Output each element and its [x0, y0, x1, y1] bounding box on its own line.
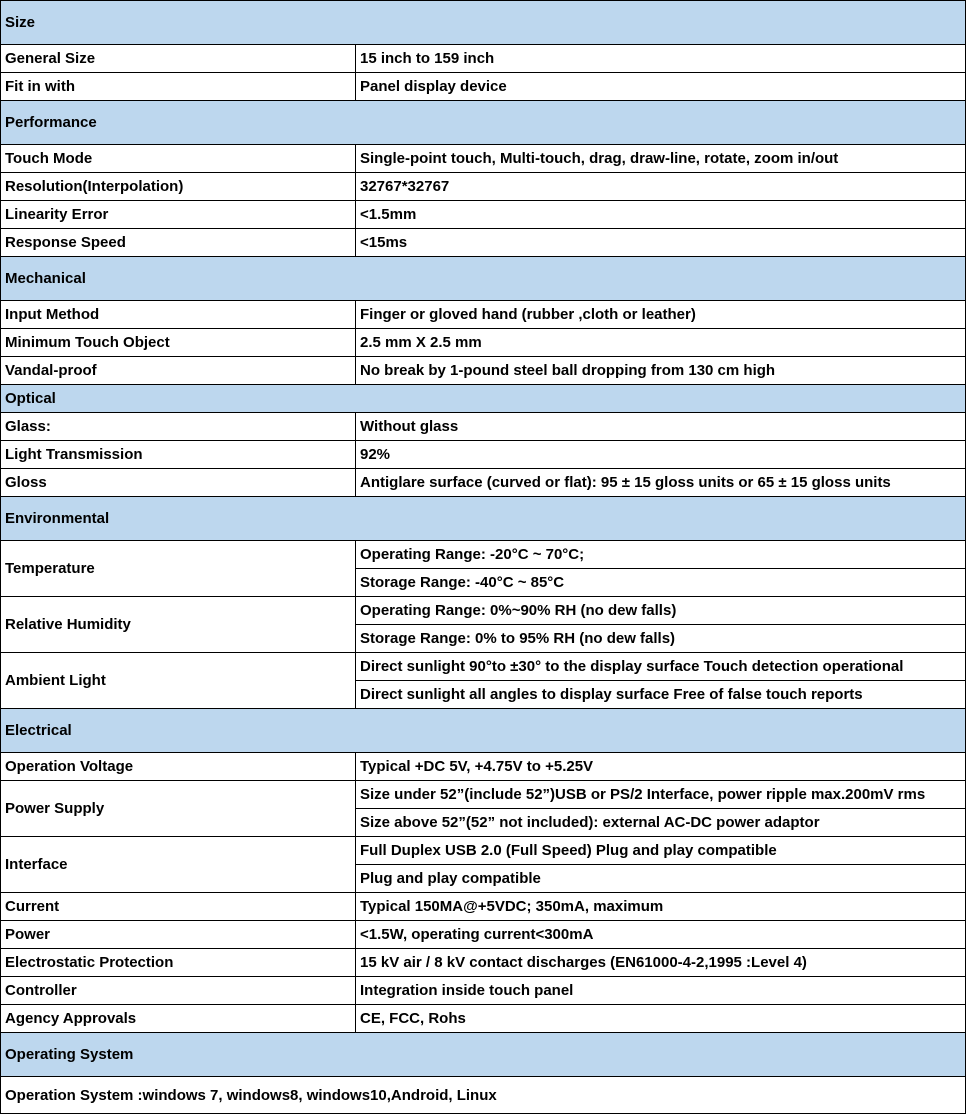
table-row: General Size 15 inch to 159 inch — [0, 44, 966, 73]
spec-value: <1.5W, operating current<300mA — [355, 920, 966, 949]
spec-label: Linearity Error — [0, 200, 356, 229]
table-row: Input Method Finger or gloved hand (rubbe… — [0, 300, 966, 329]
spec-label: Operation Voltage — [0, 752, 356, 781]
spec-value: Finger or gloved hand (rubber ,cloth or … — [355, 300, 966, 329]
spec-label: Relative Humidity — [0, 596, 356, 653]
table-row: Ambient Light Direct sunlight 90°to ±30° … — [0, 652, 966, 709]
section-header-row: Electrical — [0, 708, 966, 753]
spec-label: Touch Mode — [0, 144, 356, 173]
spec-value: Size above 52”(52” not included): extern… — [355, 808, 966, 837]
table-row: Controller Integration inside touch panel — [0, 976, 966, 1005]
spec-value: Panel display device — [355, 72, 966, 101]
table-row: Size above 52”(52” not included): extern… — [1, 808, 966, 837]
table-row: Agency Approvals CE, FCC, Rohs — [0, 1004, 966, 1033]
table-row: Electrostatic Protection 15 kV air / 8 kV… — [0, 948, 966, 977]
spec-label: Minimum Touch Object — [0, 328, 356, 357]
section-header: Size — [0, 0, 966, 45]
table-row: Operation Voltage Typical +DC 5V, +4.75V … — [0, 752, 966, 781]
spec-value: Storage Range: -40°C ~ 85°C — [355, 568, 966, 597]
section-header-row: Operating System — [0, 1032, 966, 1077]
section-header-row: Optical — [0, 384, 966, 413]
table-row: Glass: Without glass — [0, 412, 966, 441]
table-row: Fit in with Panel display device — [0, 72, 966, 101]
spec-value: Without glass — [355, 412, 966, 441]
table-row: Response Speed <15ms — [0, 228, 966, 257]
table-row: Vandal-proof No break by 1-pound steel ba… — [0, 356, 966, 385]
spec-full-cell: Operation System :windows 7, windows8, w… — [0, 1076, 966, 1114]
spec-value: 15 inch to 159 inch — [355, 44, 966, 73]
spec-label: Power Supply — [0, 780, 356, 837]
spec-label: Temperature — [0, 540, 356, 597]
spec-label: Vandal-proof — [0, 356, 356, 385]
spec-label: Resolution(Interpolation) — [0, 172, 356, 201]
spec-value: 92% — [355, 440, 966, 469]
section-header: Mechanical — [0, 256, 966, 301]
spec-value: Plug and play compatible — [355, 864, 966, 893]
table-row: Linearity Error <1.5mm — [0, 200, 966, 229]
table-row: Resolution(Interpolation) 32767*32767 — [0, 172, 966, 201]
spec-value: Typical +DC 5V, +4.75V to +5.25V — [355, 752, 966, 781]
section-header: Performance — [0, 100, 966, 145]
table-row: Touch Mode Single-point touch, Multi-touc… — [0, 144, 966, 173]
table-row: Light Transmission 92% — [0, 440, 966, 469]
spec-value: 2.5 mm X 2.5 mm — [355, 328, 966, 357]
spec-label: Current — [0, 892, 356, 921]
table-row: Operation System :windows 7, windows8, w… — [0, 1076, 966, 1114]
spec-value: Antiglare surface (curved or flat): 95 ±… — [355, 468, 966, 497]
spec-label: Electrostatic Protection — [0, 948, 356, 977]
section-header-row: Environmental — [0, 496, 966, 541]
table-row: Gloss Antiglare surface (curved or flat):… — [0, 468, 966, 497]
spec-label: Response Speed — [0, 228, 356, 257]
table-row: Power Supply Size under 52”(include 52”)U… — [0, 780, 966, 837]
table-row: Storage Range: 0% to 95% RH (no dew fall… — [1, 624, 966, 653]
spec-label: Input Method — [0, 300, 356, 329]
spec-value: Direct sunlight 90°to ±30° to the displa… — [355, 652, 966, 681]
section-header-row: Mechanical — [0, 256, 966, 301]
spec-value: No break by 1-pound steel ball dropping … — [355, 356, 966, 385]
table-row: Current Typical 150MA@+5VDC; 350mA, maxim… — [0, 892, 966, 921]
spec-label: Agency Approvals — [0, 1004, 356, 1033]
spec-value: Storage Range: 0% to 95% RH (no dew fall… — [355, 624, 966, 653]
spec-value: Integration inside touch panel — [355, 976, 966, 1005]
section-header: Electrical — [0, 708, 966, 753]
table-row: Minimum Touch Object 2.5 mm X 2.5 mm — [0, 328, 966, 357]
spec-label: Interface — [0, 836, 356, 893]
spec-label: Glass: — [0, 412, 356, 441]
spec-value: Operating Range: 0%~90% RH (no dew falls… — [355, 596, 966, 625]
section-header: Environmental — [0, 496, 966, 541]
spec-value: <1.5mm — [355, 200, 966, 229]
spec-label: Fit in with — [0, 72, 356, 101]
spec-value: Operating Range: -20°C ~ 70°C; — [355, 540, 966, 569]
spec-label: Controller — [0, 976, 356, 1005]
spec-value: 15 kV air / 8 kV contact discharges (EN6… — [355, 948, 966, 977]
section-header: Operating System — [0, 1032, 966, 1077]
section-header: Optical — [0, 384, 966, 413]
spec-value: CE, FCC, Rohs — [355, 1004, 966, 1033]
spec-label: Ambient Light — [0, 652, 356, 709]
spec-value: 32767*32767 — [355, 172, 966, 201]
table-row: Plug and play compatible — [1, 864, 966, 893]
spec-value: <15ms — [355, 228, 966, 257]
section-header-row: Performance — [0, 100, 966, 145]
spec-label: Light Transmission — [0, 440, 356, 469]
spec-label: General Size — [0, 44, 356, 73]
spec-value: Direct sunlight all angles to display su… — [355, 680, 966, 709]
table-row: Power <1.5W, operating current<300mA — [0, 920, 966, 949]
spec-label: Power — [0, 920, 356, 949]
spec-value: Single-point touch, Multi-touch, drag, d… — [355, 144, 966, 173]
table-row: Interface Full Duplex USB 2.0 (Full Speed… — [0, 836, 966, 893]
spec-value: Size under 52”(include 52”)USB or PS/2 I… — [355, 780, 966, 809]
table-row: Storage Range: -40°C ~ 85°C — [1, 568, 966, 597]
spec-value: Full Duplex USB 2.0 (Full Speed) Plug an… — [355, 836, 966, 865]
spec-label: Gloss — [0, 468, 356, 497]
table-row: Relative Humidity Operating Range: 0%~90%… — [0, 596, 966, 653]
section-header-row: Size — [0, 0, 966, 45]
spec-value: Typical 150MA@+5VDC; 350mA, maximum — [355, 892, 966, 921]
table-row: Temperature Operating Range: -20°C ~ 70°C… — [0, 540, 966, 597]
